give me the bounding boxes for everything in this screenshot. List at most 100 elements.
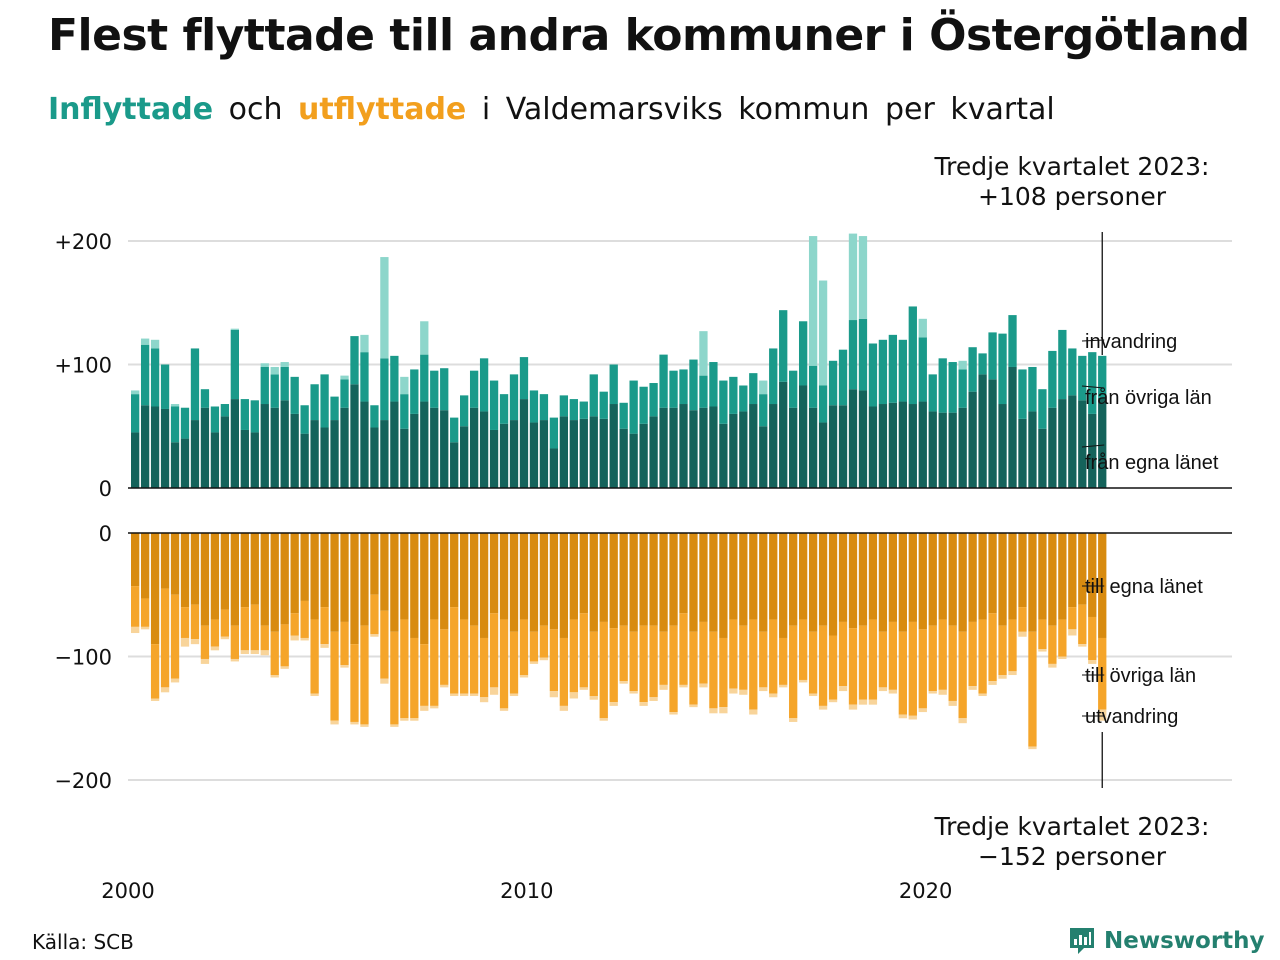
- bar-inflow-local: [589, 416, 598, 488]
- bar-inflow-other: [988, 332, 997, 380]
- bar-inflow-local: [140, 405, 150, 488]
- y-tick-label-inflow: 0: [99, 477, 112, 501]
- bar-inflow-other: [460, 395, 469, 427]
- chart-logo-icon: [1070, 928, 1094, 954]
- bar-outflow-emig: [270, 675, 279, 678]
- bar-outflow-local: [499, 533, 509, 620]
- bar-inflow-local: [749, 404, 758, 488]
- bar-inflow-local: [290, 413, 299, 488]
- bar-outflow-local: [968, 533, 977, 622]
- bar-inflow-local: [958, 407, 967, 488]
- bar-outflow-local: [350, 533, 359, 645]
- bar-outflow-local: [559, 533, 569, 638]
- bar-outflow-local: [270, 533, 279, 632]
- bar-outflow-other: [559, 637, 569, 706]
- bar-outflow-emig: [499, 708, 509, 711]
- bar-outflow-emig: [739, 689, 748, 695]
- bar-inflow-other: [818, 385, 828, 423]
- bar-inflow-other: [390, 355, 399, 402]
- bar-outflow-local: [260, 533, 269, 626]
- bar-outflow-other: [469, 625, 479, 694]
- bar-outflow-emig: [160, 687, 170, 693]
- bar-outflow-other: [669, 625, 678, 713]
- bar-outflow-emig: [928, 691, 937, 694]
- bar-outflow-other: [190, 604, 200, 640]
- bar-inflow-other: [280, 366, 289, 401]
- bar-outflow-other: [759, 631, 768, 688]
- bar-inflow-other: [160, 364, 170, 409]
- bar-outflow-emig: [220, 636, 230, 640]
- bar-outflow-local: [679, 533, 688, 614]
- bar-outflow-emig: [1048, 663, 1057, 668]
- subtitle-inflow-word: Inflyttade: [48, 92, 214, 127]
- bar-inflow-immig: [808, 236, 818, 366]
- bar-outflow-local: [779, 533, 788, 638]
- bar-outflow-local: [619, 533, 628, 626]
- bar-inflow-local: [420, 401, 429, 488]
- bar-outflow-emig: [509, 693, 519, 697]
- bar-outflow-local: [390, 533, 399, 632]
- bar-inflow-other: [170, 406, 180, 443]
- bar-outflow-emig: [210, 646, 220, 651]
- brand-logo[interactable]: Newsworthy: [1068, 924, 1265, 958]
- bar-inflow-other: [689, 359, 698, 411]
- bar-inflow-local: [888, 402, 898, 488]
- bar-inflow-other: [948, 362, 957, 413]
- bar-inflow-immig: [140, 338, 150, 345]
- bar-outflow-other: [420, 644, 429, 706]
- bar-outflow-emig: [1068, 629, 1077, 636]
- bar-outflow-local: [808, 533, 818, 632]
- bar-outflow-emig: [360, 724, 369, 727]
- bar-outflow-emig: [719, 707, 728, 714]
- source-label: Källa: SCB: [32, 930, 134, 954]
- bar-inflow-local: [200, 407, 210, 488]
- bar-outflow-local: [300, 533, 309, 601]
- bar-inflow-other: [360, 352, 369, 402]
- bar-outflow-emig: [858, 699, 868, 705]
- bar-outflow-other: [938, 619, 947, 690]
- bar-inflow-local: [838, 405, 848, 488]
- bar-outflow-local: [649, 533, 658, 626]
- bar-inflow-other: [609, 364, 618, 405]
- bar-inflow-other: [659, 354, 668, 408]
- bar-outflow-other: [689, 631, 698, 705]
- bar-outflow-local: [400, 533, 409, 620]
- bar-outflow-local: [380, 533, 389, 611]
- bar-inflow-other: [519, 357, 529, 400]
- bar-outflow-other: [838, 621, 848, 687]
- bar-outflow-other: [1078, 604, 1087, 645]
- bar-outflow-local: [230, 533, 239, 626]
- bar-outflow-other: [779, 637, 788, 685]
- bar-outflow-other: [410, 637, 419, 719]
- bar-outflow-local: [240, 533, 249, 608]
- bar-outflow-other: [679, 613, 688, 685]
- bar-outflow-other: [1018, 607, 1027, 632]
- bar-outflow-other: [968, 621, 977, 687]
- bar-inflow-other: [679, 369, 688, 405]
- bar-outflow-other: [948, 625, 957, 701]
- bar-outflow-emig: [958, 718, 967, 724]
- bar-outflow-emig: [968, 686, 977, 690]
- bar-inflow-local: [769, 404, 778, 488]
- bar-inflow-other: [230, 329, 239, 400]
- bar-outflow-other: [499, 619, 509, 709]
- bar-outflow-emig: [280, 666, 289, 669]
- bar-outflow-other: [230, 625, 239, 659]
- bar-outflow-emig: [709, 708, 718, 714]
- bar-outflow-emig: [729, 688, 738, 694]
- bar-outflow-other: [549, 629, 559, 692]
- bar-inflow-other: [260, 366, 269, 405]
- bar-inflow-other: [729, 376, 738, 414]
- bar-inflow-local: [370, 427, 379, 488]
- axes: +200 +100 0 0 −100 −200 2000 2010 2020: [54, 230, 1232, 903]
- bar-outflow-local: [789, 533, 798, 626]
- bar-outflow-emig: [340, 665, 349, 668]
- bar-inflow-other: [789, 370, 798, 408]
- bar-outflow-other: [659, 631, 668, 685]
- bar-inflow-local: [649, 416, 658, 488]
- bar-outflow-emig: [190, 639, 200, 645]
- bar-outflow-other: [619, 625, 628, 682]
- bar-outflow-local: [1028, 533, 1037, 632]
- bar-inflow-other: [898, 339, 907, 402]
- bar-outflow-other: [699, 621, 708, 684]
